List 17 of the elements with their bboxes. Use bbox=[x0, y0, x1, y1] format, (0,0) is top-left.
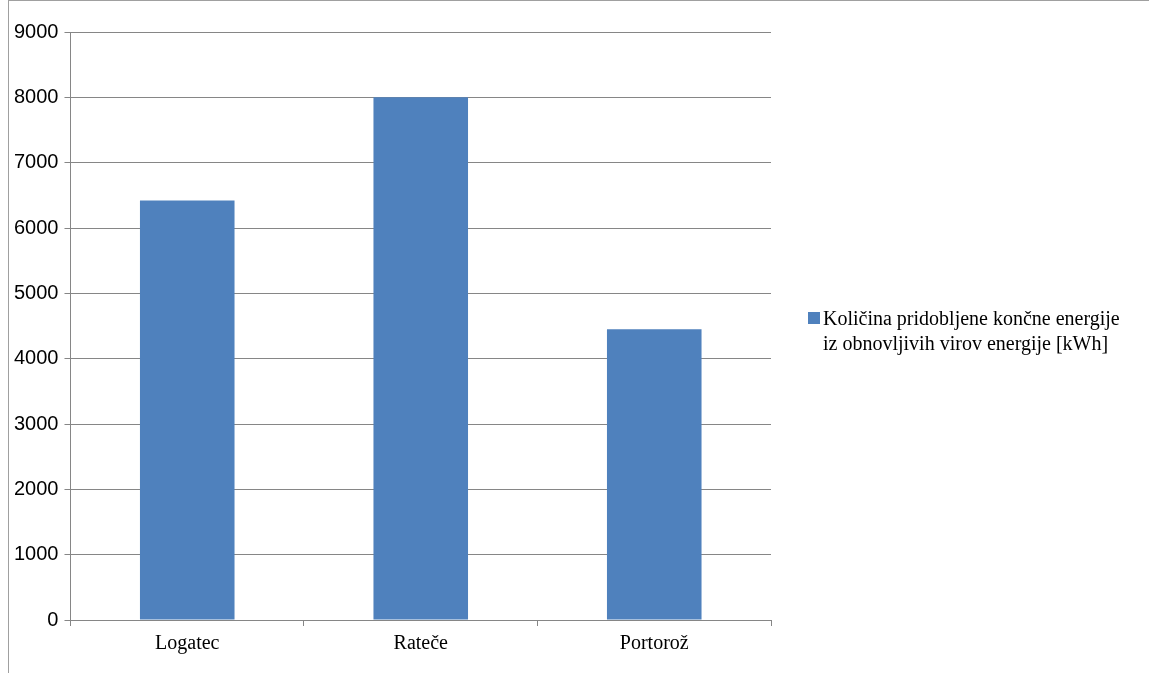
y-tick-label: 4000 bbox=[13, 346, 59, 369]
y-tick-label: 2000 bbox=[13, 476, 59, 499]
bar bbox=[373, 97, 469, 620]
x-tick-label: Portorož bbox=[619, 631, 689, 654]
y-tick-label: 7000 bbox=[13, 150, 59, 173]
y-tick-label: 6000 bbox=[13, 215, 59, 238]
bar bbox=[606, 329, 702, 620]
y-tick-label: 5000 bbox=[13, 280, 59, 303]
y-tick-label: 9000 bbox=[13, 19, 59, 42]
y-tick-label: 0 bbox=[47, 607, 59, 630]
bar bbox=[139, 200, 235, 620]
y-tick-label: 8000 bbox=[13, 84, 59, 107]
legend-label: Količina pridobljene končne energije iz obnovljivih virov energije [kWh] bbox=[823, 306, 1121, 356]
y-tick-label: 1000 bbox=[13, 542, 59, 565]
x-tick-label: Rateče bbox=[393, 631, 449, 654]
x-tick-label: Logatec bbox=[155, 631, 220, 655]
y-tick-label: 3000 bbox=[13, 411, 59, 434]
